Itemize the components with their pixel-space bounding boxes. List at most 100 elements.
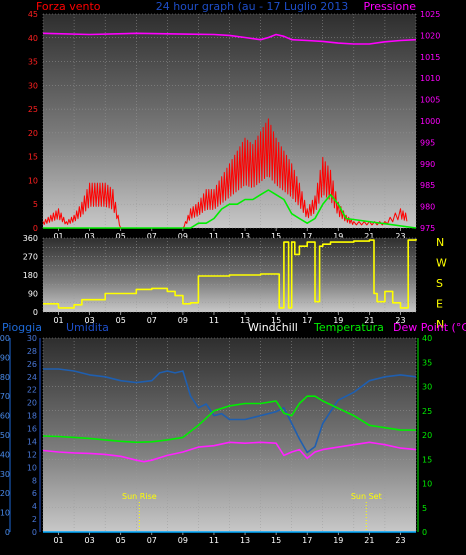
panel1-yleft-label: 0 — [33, 224, 38, 233]
panel1-right-label: Pressione — [364, 0, 417, 13]
panel2-yleft-label: 270 — [23, 253, 38, 262]
label-umidita: Umidita — [66, 321, 109, 334]
panel2-xtick-label: 09 — [178, 316, 188, 325]
panel2-xtick-label: 05 — [116, 316, 126, 325]
panel1-yright-label: 1025 — [420, 10, 440, 19]
panel3-xtick-label: 07 — [147, 536, 157, 545]
panel2-xtick-label: 15 — [271, 316, 281, 325]
panel3-pioggia-label: 50 — [0, 431, 10, 440]
panel1-xtick-label: 17 — [302, 232, 312, 241]
series-forza-vento — [42, 118, 408, 229]
panel3-umidita-label: 4 — [32, 502, 37, 511]
label-pioggia: Pioggia — [2, 321, 42, 334]
panel3-xtick-label: 17 — [302, 536, 312, 545]
panel1-xtick-label: 23 — [395, 232, 405, 241]
panel1-yright-label: 1020 — [420, 31, 440, 40]
annotation-label: Sun Set — [351, 492, 382, 501]
panel2-xtick-label: 21 — [364, 316, 374, 325]
panel3-pioggia-label: 100 — [0, 334, 10, 343]
panel1-title: 24 hour graph (au - 17 Luglio 2013 — [156, 0, 349, 13]
panel1-xtick-label: 19 — [333, 232, 343, 241]
panel3-temp-label: 0 — [422, 528, 427, 537]
panel1-left-label: Forza vento — [36, 0, 101, 13]
panel2-xtick-label: 01 — [53, 316, 63, 325]
panel1-yright-label: 985 — [420, 181, 435, 190]
panel3-pioggia-label: 80 — [0, 373, 10, 382]
panel1-xtick-label: 03 — [85, 232, 95, 241]
panel3-umidita-label: 26 — [27, 360, 37, 369]
panel1-yright-label: 990 — [420, 160, 435, 169]
panel3-pioggia-label: 0 — [5, 528, 10, 537]
panel1-yleft-label: 5 — [33, 200, 38, 209]
panel1-xtick-label: 09 — [178, 232, 188, 241]
panel3-umidita-label: 10 — [27, 463, 37, 472]
series-pressione — [42, 32, 417, 45]
panel3-umidita-label: 30 — [27, 334, 37, 343]
panel1-xtick-label: 05 — [116, 232, 126, 241]
annotation-label: Sun Rise — [122, 492, 157, 501]
panel3-xtick-label: 23 — [395, 536, 405, 545]
panel1-yright-label: 1015 — [420, 53, 440, 62]
panel3-temp-label: 35 — [422, 358, 432, 367]
panel1-yright-label: 995 — [420, 138, 435, 147]
panel1-yright-label: 980 — [420, 203, 435, 212]
panel2-compass-label: S — [436, 277, 443, 290]
panel3-umidita-label: 20 — [27, 399, 37, 408]
panel2-xtick-label: 19 — [333, 316, 343, 325]
panel3-pioggia-label: 40 — [0, 450, 10, 459]
panel1-yleft-label: 10 — [28, 176, 38, 185]
panel3-pioggia-label: 30 — [0, 470, 10, 479]
panel2-compass-label: N — [436, 318, 444, 331]
panel3-umidita-label: 6 — [32, 489, 37, 498]
panel1-yleft-label: 45 — [28, 10, 38, 19]
panel1-xtick-label: 21 — [364, 232, 374, 241]
panel3-xtick-label: 09 — [178, 536, 188, 545]
panel2-xtick-label: 23 — [395, 316, 405, 325]
panel3-umidita-label: 8 — [32, 476, 37, 485]
panel3-xtick-label: 03 — [85, 536, 95, 545]
panel3-temp-label: 30 — [422, 383, 432, 392]
panel3-pioggia-label: 90 — [0, 353, 10, 362]
panel3-umidita-label: 2 — [32, 515, 37, 524]
series-direzione-vento — [43, 239, 417, 309]
panel2-xtick-label: 03 — [85, 316, 95, 325]
panel2-yleft-label: 0 — [33, 308, 38, 317]
panel3-xtick-label: 13 — [240, 536, 250, 545]
panel1-xtick-label: 11 — [209, 232, 219, 241]
panel3-xtick-label: 05 — [116, 536, 126, 545]
panel1-yright-label: 975 — [420, 224, 435, 233]
panel3-pioggia-label: 70 — [0, 392, 10, 401]
panel3-xtick-label: 01 — [53, 536, 63, 545]
panel1-xtick-label: 13 — [240, 232, 250, 241]
panel1-yleft-label: 25 — [28, 105, 38, 114]
panel3-temp-label: 15 — [422, 455, 432, 464]
panel2-xtick-label: 17 — [302, 316, 312, 325]
panel3-temp-label: 5 — [422, 504, 427, 513]
panel3-xtick-label: 19 — [333, 536, 343, 545]
panel3-pioggia-label: 10 — [0, 509, 10, 518]
panel1-yright-label: 1010 — [420, 74, 440, 83]
series-temperatura — [42, 395, 416, 444]
panel3-temp-label: 40 — [422, 334, 432, 343]
panel1-xtick-label: 07 — [147, 232, 157, 241]
panel3-umidita-label: 16 — [27, 425, 37, 434]
label-windchill: Windchill — [248, 321, 298, 334]
panel2-compass-label: E — [436, 297, 443, 310]
panel1-yright-label: 1005 — [420, 96, 440, 105]
panel3-umidita-label: 28 — [27, 347, 37, 356]
panel1-xtick-label: 01 — [53, 232, 63, 241]
panel2-yleft-label: 360 — [23, 234, 38, 243]
label-temperatura: Temperatura — [313, 321, 384, 334]
panel3-pioggia-label: 60 — [0, 412, 10, 421]
panel3-temp-label: 10 — [422, 480, 432, 489]
panel3-umidita-label: 18 — [27, 412, 37, 421]
panel3-xtick-label: 15 — [271, 536, 281, 545]
panel1-yleft-label: 40 — [28, 34, 38, 43]
panel2-yleft-label: 90 — [28, 290, 38, 299]
label-dewpoint: Dew Point (°C) — [393, 321, 466, 334]
panel3-umidita-label: 22 — [27, 386, 37, 395]
series-raffica — [43, 189, 417, 229]
panel1-yleft-label: 20 — [28, 129, 38, 138]
series-dew-point — [42, 441, 417, 463]
panel2-xtick-label: 07 — [147, 316, 157, 325]
